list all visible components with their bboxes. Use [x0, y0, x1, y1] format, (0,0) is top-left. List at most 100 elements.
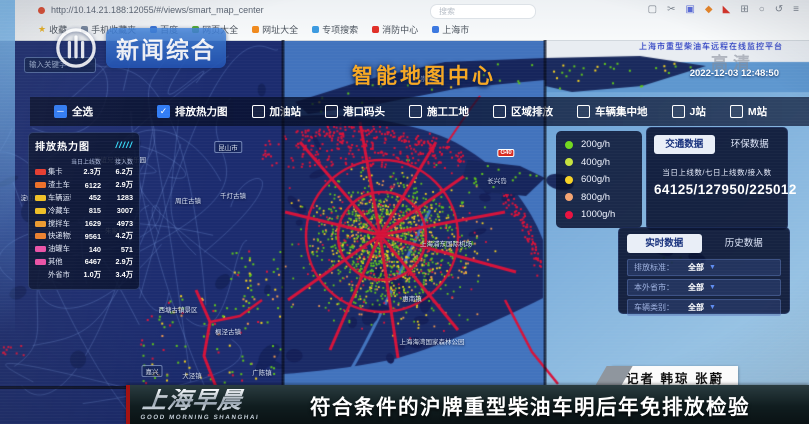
filter-label: 施工工地 — [427, 106, 469, 118]
cut-icon[interactable]: ✂ — [667, 4, 676, 15]
vehicle-row[interactable]: 集卡 2.3万 6.2万 — [35, 166, 133, 179]
map-label: 周庄古镇 — [175, 198, 201, 205]
tab-history-data[interactable]: 历史数据 — [724, 238, 763, 249]
legend-dot — [565, 140, 573, 149]
bookmark-item[interactable]: ★ 收藏 — [38, 23, 67, 36]
tab-traffic-data[interactable]: 交通数据 — [654, 135, 715, 154]
filter-checkbox-排放热力图[interactable]: ✓ 排放热力图 — [157, 104, 228, 119]
undo-icon[interactable]: ↺ — [774, 4, 784, 15]
filter-label: 区域排放 — [511, 106, 553, 118]
map-label: 上海海湾国家森林公园 — [399, 339, 465, 346]
dropdown-label: 本外省市： — [634, 283, 674, 292]
filter-label: 港口码头 — [343, 106, 385, 118]
shield-icon[interactable]: ◆ — [704, 4, 713, 15]
filter-checkbox-M站[interactable]: M站 — [729, 104, 768, 119]
vehicle-row[interactable]: 冷藏车 815 3007 — [35, 204, 133, 217]
dropdown-value: 全部 — [688, 283, 704, 292]
checkbox-unchecked[interactable] — [671, 105, 685, 118]
bookmark-item[interactable]: 网址大全 — [252, 23, 298, 36]
checkbox-partial[interactable]: ─ — [54, 105, 67, 118]
panel-decor-stripes: ///// — [115, 140, 133, 150]
legend-item: 600g/h — [565, 174, 633, 185]
bookmark-label: 专项搜索 — [322, 25, 359, 35]
vehicle-name: 集卡 — [48, 167, 63, 177]
vehicle-total-count: 6.2万 — [115, 167, 133, 177]
vehicle-today-count: 6467 — [84, 257, 101, 267]
online-metric-value: 64125/127950/225012 — [654, 182, 797, 197]
checkbox-unchecked[interactable] — [325, 105, 338, 118]
filter-checkbox-施工工地[interactable]: 施工工地 — [409, 104, 469, 119]
dropdown-label: 车辆类别： — [634, 303, 674, 312]
map-label: 惠南镇 — [402, 296, 422, 303]
map-label: 昆山市 — [214, 141, 242, 153]
vehicle-name: 外省市 — [48, 269, 70, 279]
vehicle-name: 快递物流 — [48, 231, 71, 241]
filter-checkbox-区域排放[interactable]: 区域排放 — [493, 104, 553, 119]
column-header-total: 接入数 — [114, 159, 133, 166]
browser-search-field[interactable]: 搜索 — [430, 4, 536, 19]
loop-icon[interactable]: ○ — [758, 4, 765, 15]
filter-dropdown-本外省市[interactable]: 本外省市： 全部 ▼ — [627, 279, 781, 296]
filter-dropdown-排放标准[interactable]: 排放标准： 全部 ▼ — [627, 259, 781, 276]
filter-checkbox-全选[interactable]: ─ 全选 — [54, 104, 93, 119]
chevron-down-icon: ▼ — [709, 284, 716, 291]
legend-label: 600g/h — [581, 174, 611, 185]
filter-label: 加油站 — [269, 106, 302, 118]
program-logo: 上海早晨 GOOD MORNING SHANGHAI — [140, 387, 312, 421]
channel-watermark: 新闻综合 — [54, 26, 226, 70]
bookmark-item[interactable]: 上海市 — [432, 23, 469, 36]
dropdown-value: 全部 — [688, 303, 704, 312]
legend-dot — [565, 175, 573, 184]
bookmark-icon — [432, 26, 440, 33]
vehicle-row[interactable]: 渣土车 6122 2.9万 — [35, 179, 133, 192]
screen-edge-glare — [0, 0, 15, 335]
vehicle-row[interactable]: 其他 6467 2.9万 — [35, 256, 133, 269]
checkbox-unchecked[interactable] — [409, 105, 422, 118]
filter-checkbox-车辆集中地[interactable]: 车辆集中地 — [577, 104, 648, 119]
vehicle-today-count: 2.3万 — [83, 167, 101, 177]
monitor-bezel — [0, 386, 128, 389]
bookmark-item[interactable]: 消防中心 — [372, 23, 418, 36]
extensions-icon[interactable]: ▣ — [685, 4, 695, 15]
menu-icon[interactable]: ≡ — [793, 4, 799, 15]
vehicle-row[interactable]: 车辆运输车 452 1283 — [35, 192, 133, 205]
checkbox-unchecked[interactable] — [729, 105, 743, 118]
checkbox-unchecked[interactable] — [577, 105, 590, 118]
address-bar[interactable]: http://10.14.21.188:12055/#/views/smart_… — [38, 3, 264, 17]
tab-env-data[interactable]: 环保数据 — [730, 139, 769, 150]
flag-icon[interactable]: ◣ — [722, 4, 731, 15]
vehicle-row[interactable]: 油罐车 140 571 — [35, 243, 133, 256]
truck-icon — [35, 258, 46, 265]
vehicle-row[interactable]: 搅拌车 1629 4973 — [35, 217, 133, 230]
filter-dropdown-车辆类别[interactable]: 车辆类别： 全部 ▼ — [627, 299, 781, 316]
window-icon[interactable]: ▢ — [647, 4, 658, 15]
checkbox-checked[interactable]: ✓ — [157, 105, 170, 118]
map-label: 长兴岛 — [487, 178, 507, 185]
filter-label: 车辆集中地 — [595, 106, 648, 118]
truck-icon — [35, 182, 46, 189]
legend-item: 1000g/h — [565, 209, 633, 220]
truck-icon — [35, 207, 46, 214]
apps-grid-icon[interactable]: ⊞ — [740, 4, 749, 15]
vehicle-name: 渣土车 — [48, 180, 70, 190]
checkbox-unchecked[interactable] — [251, 105, 265, 118]
filter-checkbox-J站[interactable]: J站 — [671, 104, 706, 119]
tab-realtime-data[interactable]: 实时数据 — [627, 234, 702, 253]
vehicle-row[interactable]: 快递物流 9561 4.2万 — [35, 230, 133, 243]
url-text[interactable]: http://10.14.21.188:12055/#/views/smart_… — [51, 5, 264, 15]
channel-logo-icon — [56, 28, 96, 68]
filter-checkbox-港口码头[interactable]: 港口码头 — [325, 104, 385, 119]
vehicle-row[interactable]: 外省市 1.0万 3.4万 — [35, 268, 133, 281]
filter-checkbox-加油站[interactable]: 加油站 — [251, 104, 302, 119]
legend-dot — [565, 193, 573, 201]
vehicle-today-count: 140 — [88, 244, 101, 254]
reporter-credit: 记者 韩琼 张蔚 — [593, 366, 738, 389]
checkbox-unchecked[interactable] — [493, 105, 506, 118]
bookmark-item[interactable]: 专项搜索 — [312, 23, 358, 36]
traffic-data-panel: 交通数据 环保数据 当日上线数/七日上线数/接入数 64125/127950/2… — [646, 127, 797, 230]
vehicle-today-count: 6122 — [84, 180, 101, 190]
chevron-down-icon: ▼ — [709, 264, 716, 271]
filter-label: M站 — [747, 106, 768, 118]
program-logo-subtext: GOOD MORNING SHANGHAI — [140, 413, 260, 421]
emission-panel-title: 排放热力图 — [35, 141, 90, 153]
